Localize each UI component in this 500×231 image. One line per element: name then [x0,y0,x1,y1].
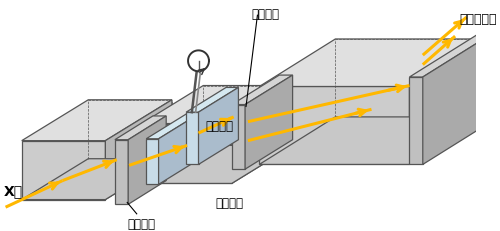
Polygon shape [22,141,105,200]
Text: ミラー２: ミラー２ [205,120,233,133]
Text: 分光結晶: 分光結晶 [251,8,279,21]
Polygon shape [232,105,245,169]
Polygon shape [260,86,410,164]
Polygon shape [128,116,166,204]
Polygon shape [22,100,172,141]
Polygon shape [146,139,158,184]
Polygon shape [410,30,499,77]
Polygon shape [186,88,238,112]
Polygon shape [410,77,423,164]
Polygon shape [142,85,294,124]
Polygon shape [245,75,292,169]
Polygon shape [232,75,292,105]
Polygon shape [260,39,486,86]
Text: 分光結晶: 分光結晶 [128,218,156,231]
Polygon shape [142,145,294,183]
Polygon shape [142,124,232,183]
Polygon shape [423,30,499,164]
Polygon shape [22,159,172,200]
Text: 干渉ビーム: 干渉ビーム [460,12,498,25]
Polygon shape [186,112,198,164]
Polygon shape [115,116,166,140]
Polygon shape [410,39,486,164]
Text: ミラー１: ミラー１ [216,197,244,210]
Polygon shape [106,100,172,200]
Text: X線: X線 [4,184,23,198]
Polygon shape [260,117,486,164]
Polygon shape [115,140,128,204]
Polygon shape [158,114,198,184]
Polygon shape [232,85,294,183]
Polygon shape [198,88,238,164]
Polygon shape [146,114,199,139]
